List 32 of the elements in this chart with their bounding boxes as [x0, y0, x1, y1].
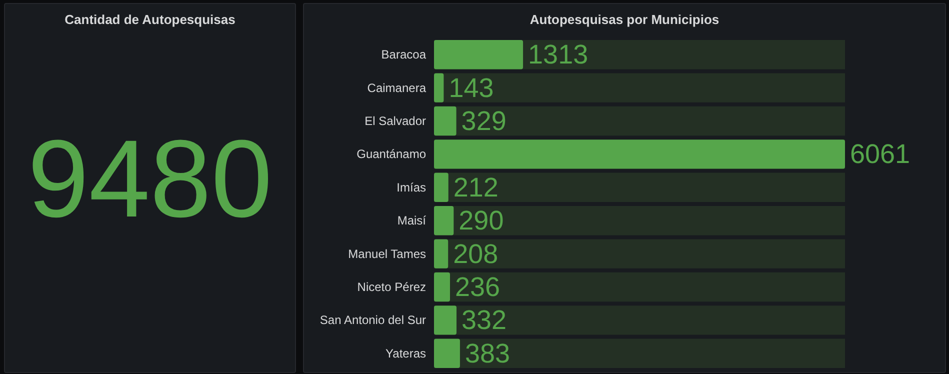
bar	[434, 239, 448, 268]
data-label: 332	[462, 305, 507, 336]
text: 9480	[28, 118, 272, 240]
data-label: 6061	[850, 139, 910, 170]
y-tick-label: Baracoa	[381, 48, 426, 62]
bar	[434, 172, 448, 202]
text: Cantidad de Autopesquisas	[64, 12, 236, 27]
data-label: 236	[455, 272, 500, 302]
data-label: 208	[453, 238, 498, 269]
data-label: 383	[464, 338, 510, 368]
y-tick-label: San Antonio del Sur	[320, 313, 426, 328]
bar	[434, 106, 456, 136]
data-label: 1313	[528, 40, 588, 70]
bar	[434, 272, 450, 302]
data-label: 329	[461, 106, 506, 136]
bar	[434, 338, 460, 368]
y-tick-label: Yateras	[386, 346, 426, 360]
y-tick-label: Niceto Pérez	[357, 280, 426, 294]
bar	[434, 40, 524, 70]
y-tick-label: Manuel Tames	[348, 246, 426, 261]
y-tick-label: Maisí	[397, 214, 427, 228]
y-tick-label: El Salvador	[364, 114, 426, 128]
y-tick-label: Imías	[396, 180, 426, 194]
bar	[434, 73, 444, 102]
data-label: 212	[453, 172, 498, 202]
data-label: 290	[458, 206, 504, 236]
y-tick-label: Guantánamo	[356, 147, 426, 162]
bar	[434, 306, 457, 335]
chart-title: Autopesquisas por Municipios	[530, 12, 720, 27]
y-tick-label: Caimanera	[367, 80, 426, 95]
bar	[434, 206, 454, 236]
data-label: 143	[448, 72, 494, 103]
